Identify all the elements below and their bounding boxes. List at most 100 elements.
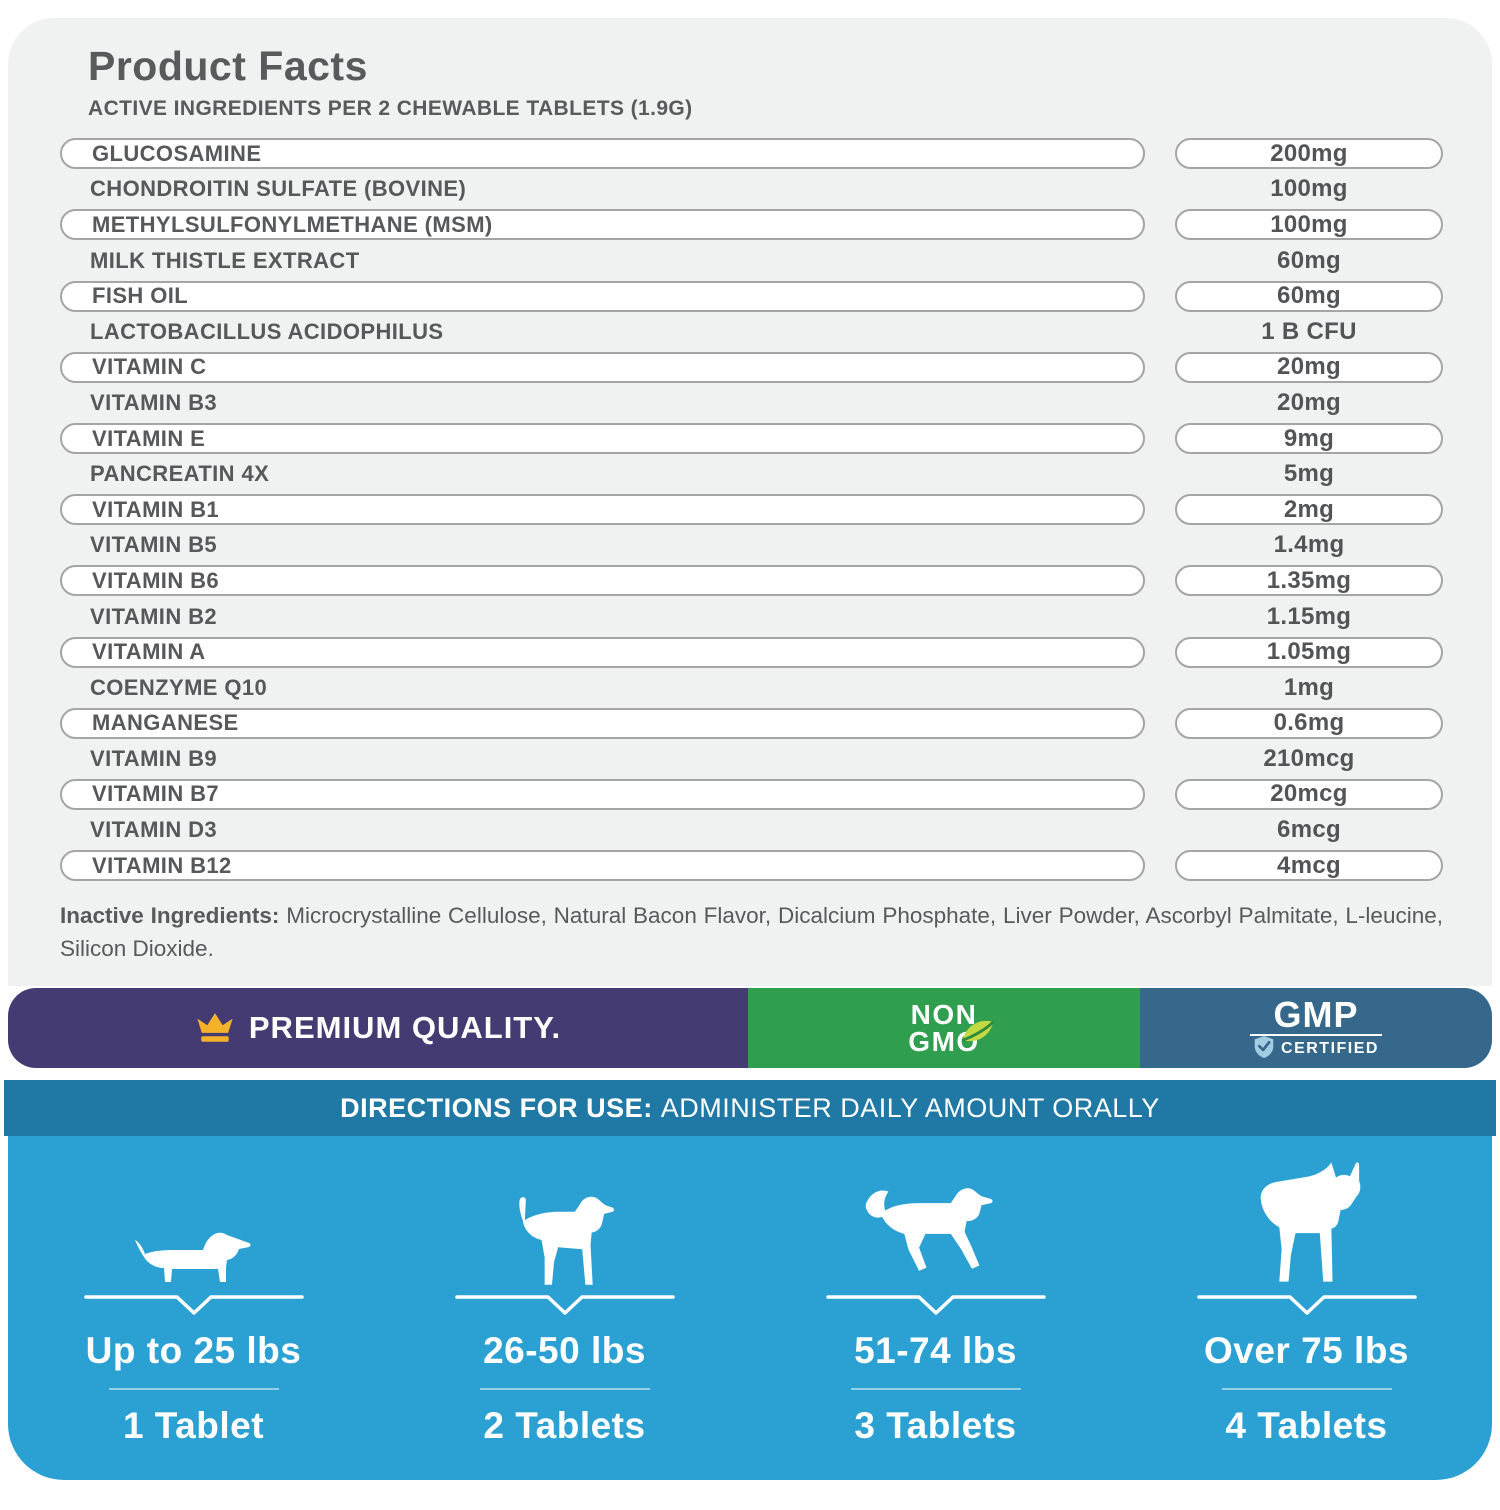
ingredient-row: VITAMIN B6 1.35mg bbox=[60, 563, 1443, 599]
ingredient-name-cell: VITAMIN B2 bbox=[60, 601, 1145, 632]
non-gmo-badge: NON GMO bbox=[748, 988, 1140, 1068]
ingredient-name: CHONDROITIN SULFATE (BOVINE) bbox=[90, 176, 467, 202]
ingredient-amount-cell: 20mg bbox=[1175, 387, 1443, 418]
ingredient-amount-cell: 1.05mg bbox=[1175, 636, 1443, 668]
ingredient-name: MILK THISTLE EXTRACT bbox=[90, 247, 360, 273]
bracket-pointer bbox=[83, 1295, 304, 1315]
weight-label: Over 75 lbs bbox=[1203, 1330, 1409, 1371]
ingredient-name-cell: PANCREATIN 4X bbox=[60, 459, 1145, 490]
ingredient-name: VITAMIN D3 bbox=[90, 817, 218, 843]
ingredient-name-cell: VITAMIN A bbox=[60, 636, 1145, 668]
shield-check-icon bbox=[1254, 1035, 1274, 1058]
ingredient-amount-cell: 2mg bbox=[1175, 494, 1443, 526]
ingredient-amount-cell: 1.4mg bbox=[1175, 530, 1443, 561]
ingredient-amount: 1 B CFU bbox=[1261, 317, 1357, 345]
ingredient-amount-cell: 60mg bbox=[1175, 280, 1443, 312]
dose-label: 1 Tablet bbox=[122, 1405, 265, 1446]
ingredient-amount-cell: 210mcg bbox=[1175, 743, 1443, 774]
crown-icon bbox=[197, 1012, 233, 1042]
ingredient-amount-cell: 6mcg bbox=[1175, 815, 1443, 846]
ingredient-name: VITAMIN B2 bbox=[90, 603, 218, 629]
ingredient-amount: 200mg bbox=[1270, 139, 1348, 167]
bracket-pointer bbox=[1196, 1295, 1417, 1315]
ingredient-amount-cell: 0.6mg bbox=[1175, 707, 1443, 739]
ingredient-row: VITAMIN E 9mg bbox=[60, 421, 1443, 457]
dose-label: 4 Tablets bbox=[1225, 1405, 1388, 1446]
badge-strip: PREMIUM QUALITY. NON GMO GMP CERTIFIED bbox=[8, 988, 1492, 1068]
gmp-title: GMP bbox=[1273, 993, 1359, 1035]
ingredient-row: CHONDROITIN SULFATE (BOVINE) 100mg bbox=[60, 172, 1443, 208]
ingredient-row: COENZYME Q10 1mg bbox=[60, 670, 1443, 706]
ingredient-name: METHYLSULFONYLMETHANE (MSM) bbox=[92, 211, 493, 237]
premium-quality-label: PREMIUM QUALITY. bbox=[248, 1010, 562, 1045]
ingredient-name: VITAMIN A bbox=[92, 639, 206, 665]
dog-silhouette-box bbox=[862, 1142, 1010, 1290]
ingredient-amount-cell: 5mg bbox=[1175, 459, 1443, 490]
ingredient-amount-cell: 1 B CFU bbox=[1175, 316, 1443, 347]
gmp-subtitle-row: CERTIFIED bbox=[1253, 1035, 1379, 1059]
ingredient-name-cell: VITAMIN B3 bbox=[60, 387, 1145, 418]
ingredient-name: VITAMIN B6 bbox=[92, 567, 220, 593]
ingredient-row: METHYLSULFONYLMETHANE (MSM) 100mg bbox=[60, 207, 1443, 243]
ingredient-row: VITAMIN A 1.05mg bbox=[60, 634, 1443, 670]
ingredient-row: MANGANESE 0.6mg bbox=[60, 706, 1443, 742]
retriever-icon bbox=[862, 1184, 1010, 1290]
ingredient-name: VITAMIN E bbox=[92, 425, 206, 451]
ingredient-amount: 20mg bbox=[1277, 388, 1341, 416]
non-gmo-text: NON GMO bbox=[908, 999, 995, 1056]
ingredient-name: VITAMIN B1 bbox=[92, 496, 220, 522]
ingredient-row: VITAMIN B2 1.15mg bbox=[60, 599, 1443, 635]
ingredient-name: VITAMIN B3 bbox=[90, 389, 218, 415]
ingredient-amount: 100mg bbox=[1270, 210, 1348, 238]
divider-line bbox=[850, 1388, 1021, 1390]
gmp-divider bbox=[1250, 1033, 1382, 1036]
ingredient-name-cell: VITAMIN B7 bbox=[60, 778, 1145, 810]
ingredient-amount: 1.35mg bbox=[1266, 566, 1352, 594]
ingredient-name: VITAMIN B7 bbox=[92, 781, 220, 807]
weight-label: 51-74 lbs bbox=[854, 1330, 1017, 1371]
ingredient-name-cell: VITAMIN B5 bbox=[60, 530, 1145, 561]
ingredient-amount: 1mg bbox=[1283, 673, 1335, 701]
premium-quality-badge: PREMIUM QUALITY. bbox=[8, 988, 748, 1068]
ingredient-amount: 60mg bbox=[1277, 246, 1341, 274]
ingredient-name: FISH OIL bbox=[92, 283, 189, 309]
dosage-column: 26-50 lbs 2 Tablets bbox=[379, 1142, 750, 1480]
ingredient-amount-cell: 100mg bbox=[1175, 209, 1443, 241]
ingredient-row: MILK THISTLE EXTRACT 60mg bbox=[60, 243, 1443, 279]
ingredient-amount: 20mcg bbox=[1270, 780, 1348, 808]
gmp-subtitle: CERTIFIED bbox=[1281, 1039, 1379, 1057]
ingredient-amount: 20mg bbox=[1277, 353, 1341, 381]
ingredient-name: PANCREATIN 4X bbox=[90, 461, 270, 487]
dose-label: 2 Tablets bbox=[483, 1405, 646, 1446]
ingredient-name-cell: MANGANESE bbox=[60, 707, 1145, 739]
non-gmo-line1: NON bbox=[910, 999, 978, 1030]
ingredient-row: VITAMIN B12 4mcg bbox=[60, 848, 1443, 884]
ingredient-name: GLUCOSAMINE bbox=[92, 140, 262, 166]
inactive-ingredients: Inactive Ingredients: Microcrystalline C… bbox=[60, 899, 1443, 965]
ingredient-name-cell: VITAMIN B12 bbox=[60, 850, 1145, 882]
ingredient-amount: 0.6mg bbox=[1273, 709, 1345, 737]
gmp-certified-badge: GMP CERTIFIED bbox=[1140, 988, 1492, 1068]
ingredient-amount-cell: 200mg bbox=[1175, 138, 1443, 170]
ingredient-amount: 4mcg bbox=[1277, 851, 1341, 879]
ingredient-name-cell: VITAMIN B9 bbox=[60, 743, 1145, 774]
ingredient-name-cell: LACTOBACILLUS ACIDOPHILUS bbox=[60, 316, 1145, 347]
ingredient-row: VITAMIN B3 20mg bbox=[60, 385, 1443, 421]
directions-label: DIRECTIONS FOR USE: bbox=[340, 1092, 653, 1123]
ingredient-row: VITAMIN B1 2mg bbox=[60, 492, 1443, 528]
ingredient-amount: 1.4mg bbox=[1273, 531, 1345, 559]
ingredient-row: VITAMIN B9 210mcg bbox=[60, 741, 1443, 777]
divider-line bbox=[479, 1388, 650, 1390]
ingredient-name-cell: FISH OIL bbox=[60, 280, 1145, 312]
ingredient-name-cell: VITAMIN E bbox=[60, 423, 1145, 455]
dose-label: 3 Tablets bbox=[854, 1405, 1017, 1446]
ingredient-amount: 9mg bbox=[1283, 424, 1335, 452]
ingredient-amount-cell: 1mg bbox=[1175, 672, 1443, 703]
dachshund-icon bbox=[129, 1226, 259, 1290]
beagle-icon bbox=[510, 1194, 620, 1290]
ingredient-amount-cell: 9mg bbox=[1175, 423, 1443, 455]
ingredient-row: VITAMIN D3 6mcg bbox=[60, 812, 1443, 848]
ingredient-name-cell: METHYLSULFONYLMETHANE (MSM) bbox=[60, 209, 1145, 241]
header: Product Facts ACTIVE INGREDIENTS PER 2 C… bbox=[60, 44, 1443, 122]
inactive-text: Microcrystalline Cellulose, Natural Baco… bbox=[60, 903, 1443, 962]
